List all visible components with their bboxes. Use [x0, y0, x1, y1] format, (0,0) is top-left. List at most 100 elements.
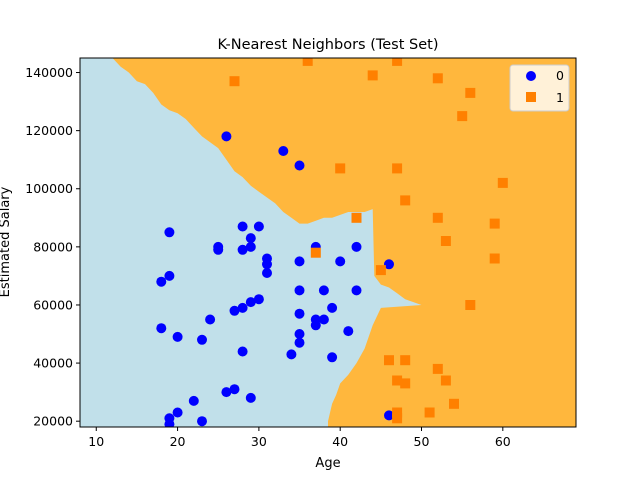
data-point-class-1: [440, 236, 451, 246]
points-layer: [156, 58, 508, 427]
x-tick-label: 50: [414, 434, 430, 449]
y-tick-label: 100000: [25, 181, 73, 196]
data-point-class-0: [237, 346, 248, 357]
data-point-class-1: [432, 212, 443, 223]
data-point-class-0: [335, 256, 346, 267]
data-point-class-0: [318, 314, 329, 325]
data-point-class-1: [351, 212, 362, 223]
data-point-class-0: [245, 392, 256, 403]
data-point-class-1: [392, 163, 403, 174]
y-tick-label: 60000: [33, 297, 73, 312]
data-point-class-0: [172, 407, 183, 418]
y-axis-ticks: 20000 40000 60000 80000 100000 120000 140000: [25, 65, 80, 429]
x-axis-label: Age: [315, 456, 340, 471]
data-point-class-1: [310, 247, 321, 258]
data-point-class-0: [205, 314, 216, 325]
y-tick-label: 120000: [25, 123, 73, 138]
data-point-class-0: [253, 221, 264, 232]
data-point-class-0: [221, 387, 232, 398]
x-tick-label: 10: [88, 434, 104, 449]
data-point-class-0: [262, 259, 272, 270]
data-point-class-0: [327, 302, 338, 313]
data-point-class-1: [375, 265, 386, 276]
data-point-class-1: [392, 407, 403, 418]
legend-marker-class-0: [526, 71, 536, 81]
y-tick-label: 40000: [33, 356, 73, 371]
data-point-class-1: [489, 218, 500, 229]
legend-marker-class-1: [526, 92, 536, 102]
data-point-class-1: [465, 300, 476, 310]
y-tick-label: 20000: [33, 414, 73, 429]
data-point-class-0: [351, 241, 362, 252]
legend-label-class-0: 0: [556, 68, 564, 83]
data-point-class-0: [197, 416, 207, 427]
data-point-class-0: [384, 259, 394, 270]
data-point-class-0: [164, 270, 175, 281]
data-point-class-0: [294, 329, 305, 339]
y-axis-label: Estimated Salary: [0, 186, 13, 297]
data-point-class-1: [497, 177, 508, 188]
data-point-class-0: [213, 244, 224, 255]
y-tick-label: 140000: [25, 65, 73, 80]
data-point-class-0: [221, 131, 232, 142]
data-point-class-0: [294, 160, 305, 171]
data-point-class-0: [343, 326, 354, 337]
data-point-class-1: [449, 398, 459, 409]
legend-box: [509, 64, 570, 112]
data-point-class-1: [400, 378, 411, 389]
data-point-class-0: [310, 320, 321, 331]
data-point-class-0: [294, 256, 305, 267]
data-point-class-0: [262, 268, 272, 278]
data-point-class-1: [229, 76, 240, 87]
legend: 0 1: [509, 64, 570, 112]
data-point-class-0: [156, 276, 167, 287]
legend-label-class-1: 1: [556, 90, 564, 105]
data-point-class-1: [489, 253, 500, 264]
data-point-class-1: [400, 355, 411, 366]
data-point-class-1: [432, 73, 443, 84]
data-point-class-0: [245, 233, 256, 244]
x-tick-label: 30: [251, 434, 267, 449]
data-point-class-0: [156, 323, 167, 334]
x-tick-label: 40: [332, 434, 348, 449]
data-point-class-0: [229, 384, 240, 395]
data-point-class-0: [278, 146, 289, 156]
data-point-class-1: [392, 375, 403, 386]
data-point-class-0: [172, 331, 183, 342]
data-point-class-1: [400, 195, 411, 206]
x-axis-ticks: 10 20 30 40 50 60: [88, 427, 511, 449]
x-tick-label: 60: [495, 434, 511, 449]
data-point-class-0: [229, 305, 240, 316]
data-point-class-1: [367, 70, 378, 81]
data-point-class-0: [253, 294, 264, 305]
data-point-class-0: [384, 410, 394, 421]
data-point-class-0: [245, 297, 256, 308]
data-point-class-0: [286, 349, 297, 360]
data-point-class-0: [318, 285, 329, 296]
data-point-class-0: [237, 221, 248, 232]
data-point-class-1: [392, 58, 403, 66]
chart-title: K-Nearest Neighbors (Test Set): [218, 37, 439, 53]
data-point-class-1: [302, 58, 313, 66]
data-point-class-0: [188, 395, 199, 406]
data-point-class-0: [164, 227, 175, 238]
x-tick-label: 20: [170, 434, 186, 449]
data-point-class-0: [197, 334, 207, 345]
data-point-class-0: [237, 244, 248, 255]
data-point-class-0: [245, 241, 256, 252]
data-point-class-1: [335, 163, 346, 174]
data-point-class-1: [440, 375, 451, 386]
data-point-class-0: [294, 308, 305, 319]
data-point-class-1: [457, 111, 468, 122]
data-point-class-0: [294, 285, 305, 296]
data-point-class-1: [432, 363, 443, 374]
data-point-class-1: [384, 355, 394, 366]
plot-area: [80, 58, 576, 427]
plot-frame: [79, 57, 577, 428]
data-point-class-1: [424, 407, 435, 418]
data-point-class-0: [237, 302, 248, 313]
data-point-class-0: [294, 337, 305, 348]
data-point-class-0: [164, 419, 175, 427]
y-tick-label: 80000: [33, 239, 73, 254]
